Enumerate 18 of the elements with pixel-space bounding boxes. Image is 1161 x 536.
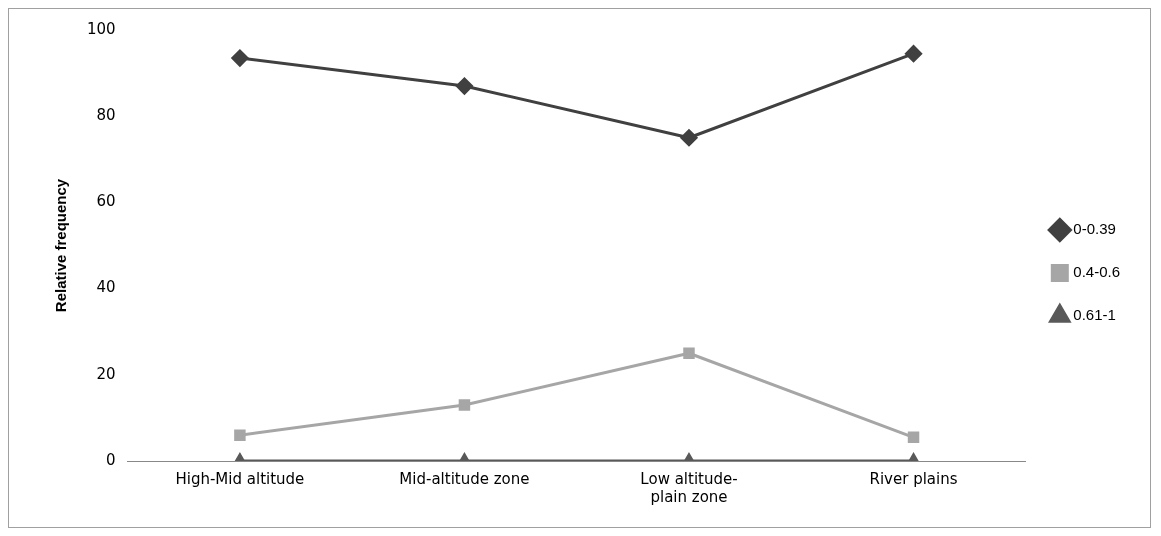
legend-label: 0.4-0.6 — [1073, 263, 1120, 281]
legend-label: 0-0.39 — [1073, 220, 1116, 238]
y-tick-label: 100 — [86, 19, 116, 38]
y-tick-label: 20 — [96, 364, 116, 383]
point — [680, 129, 698, 147]
x-tick-label: River plains — [869, 469, 958, 488]
y-tick-label: 60 — [96, 192, 116, 211]
x-tick-label: High-Mid altitude — [175, 469, 305, 488]
legend-label: 0.61-1 — [1073, 306, 1116, 324]
point — [905, 45, 923, 63]
y-tick-label: 40 — [96, 278, 116, 297]
point — [455, 77, 473, 95]
y-tick-label: 0 — [106, 450, 116, 469]
y-tick-label: 80 — [96, 106, 116, 125]
y-axis-title: Relative frequency — [52, 178, 70, 313]
point — [231, 49, 249, 67]
x-tick-label: Low altitude-plain zone — [640, 469, 738, 506]
x-tick-label: Mid-altitude zone — [399, 469, 530, 488]
